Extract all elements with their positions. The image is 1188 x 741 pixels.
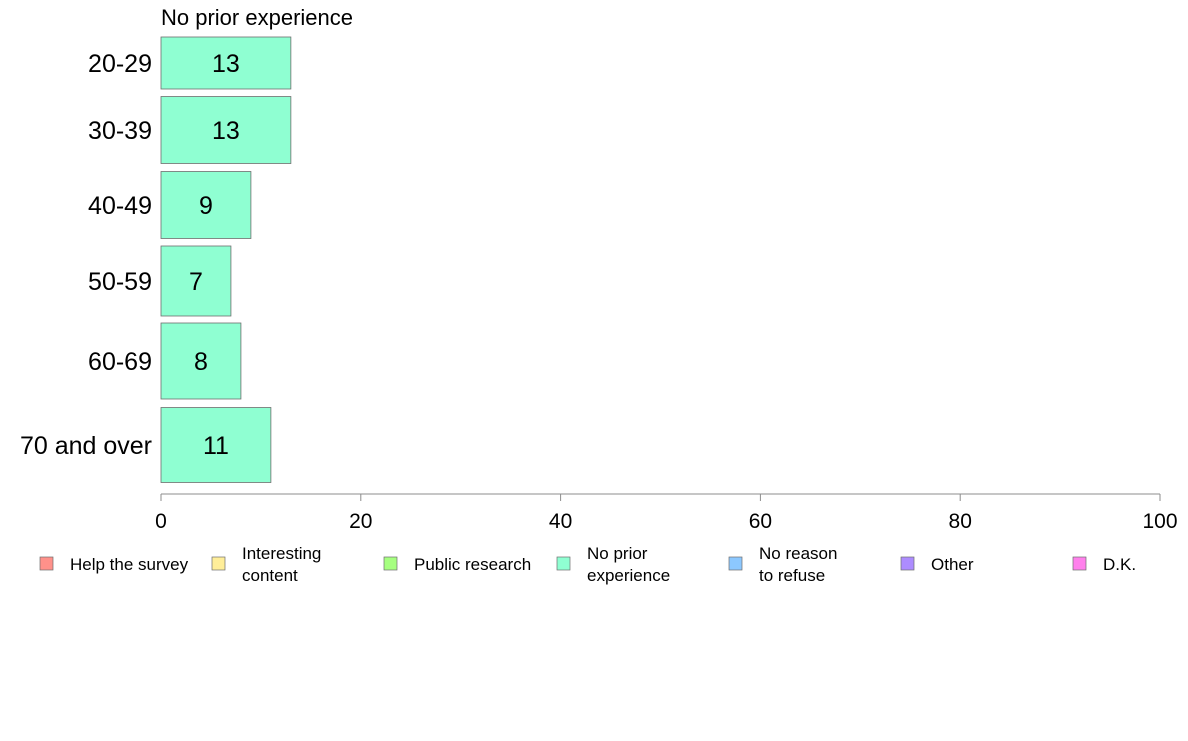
legend-swatch bbox=[728, 556, 743, 571]
legend-swatch bbox=[383, 556, 398, 571]
legend-label: No reason to refuse bbox=[759, 544, 837, 585]
x-tick-label: 100 bbox=[1142, 510, 1177, 533]
bar-60-69 bbox=[160, 322, 242, 400]
bar-30-39 bbox=[160, 96, 292, 164]
legend-label: Help the survey bbox=[70, 555, 189, 574]
legend-swatch bbox=[900, 556, 915, 571]
legend-label: Interesting content bbox=[242, 544, 321, 585]
legend-label-line: content bbox=[242, 566, 298, 585]
category-label: 20-29 bbox=[88, 50, 152, 78]
legend-label: Public research bbox=[414, 555, 531, 574]
category-label: 60-69 bbox=[88, 348, 152, 376]
legend-label-line: No prior bbox=[587, 544, 648, 563]
legend: Help the survey Interesting content Public … bbox=[39, 544, 1136, 585]
bar-value-label: 11 bbox=[203, 432, 229, 460]
legend-label: Other bbox=[931, 555, 974, 574]
category-label: 70 and over bbox=[20, 432, 152, 460]
legend-label-line: experience bbox=[587, 566, 670, 585]
category-label: 40-49 bbox=[88, 192, 152, 220]
chart-title: No prior experience bbox=[161, 5, 353, 30]
x-tick-label: 80 bbox=[949, 510, 972, 533]
bar-40-49 bbox=[160, 171, 252, 239]
category-label: 50-59 bbox=[88, 268, 152, 296]
bar-value-label: 13 bbox=[212, 117, 240, 145]
legend-label: D.K. bbox=[1103, 555, 1136, 574]
bar-20-29 bbox=[160, 36, 292, 90]
bar-value-label: 9 bbox=[199, 192, 213, 220]
legend-swatch bbox=[39, 556, 54, 571]
x-tick-label: 0 bbox=[155, 510, 167, 533]
legend-label-line: Other bbox=[931, 555, 974, 574]
legend-label-line: to refuse bbox=[759, 566, 825, 585]
x-tick-label: 40 bbox=[549, 510, 572, 533]
bar-value-label: 8 bbox=[194, 348, 208, 376]
legend-label-line: Help the survey bbox=[70, 555, 189, 574]
legend-label-line: No reason bbox=[759, 544, 837, 563]
bar-50-59 bbox=[160, 245, 232, 317]
legend-label-line: D.K. bbox=[1103, 555, 1136, 574]
x-tick-label: 20 bbox=[349, 510, 372, 533]
legend-swatch bbox=[211, 556, 226, 571]
x-axis: 0 20 40 60 80 100 bbox=[155, 493, 1178, 533]
x-tick-label: 60 bbox=[749, 510, 772, 533]
legend-label: No prior experience bbox=[587, 544, 670, 585]
legend-swatch bbox=[1072, 556, 1087, 571]
bar-70-and-over bbox=[160, 407, 272, 483]
legend-label-line: Public research bbox=[414, 555, 531, 574]
bar-value-label: 13 bbox=[212, 50, 240, 78]
category-label: 30-39 bbox=[88, 117, 152, 145]
bar-value-label: 7 bbox=[189, 268, 203, 296]
legend-label-line: Interesting bbox=[242, 544, 321, 563]
bars-layer: 13 20-29 13 30-39 9 40-49 7 50-59 8 60-69 11 70 and… bbox=[20, 36, 292, 483]
legend-swatch bbox=[556, 556, 571, 571]
